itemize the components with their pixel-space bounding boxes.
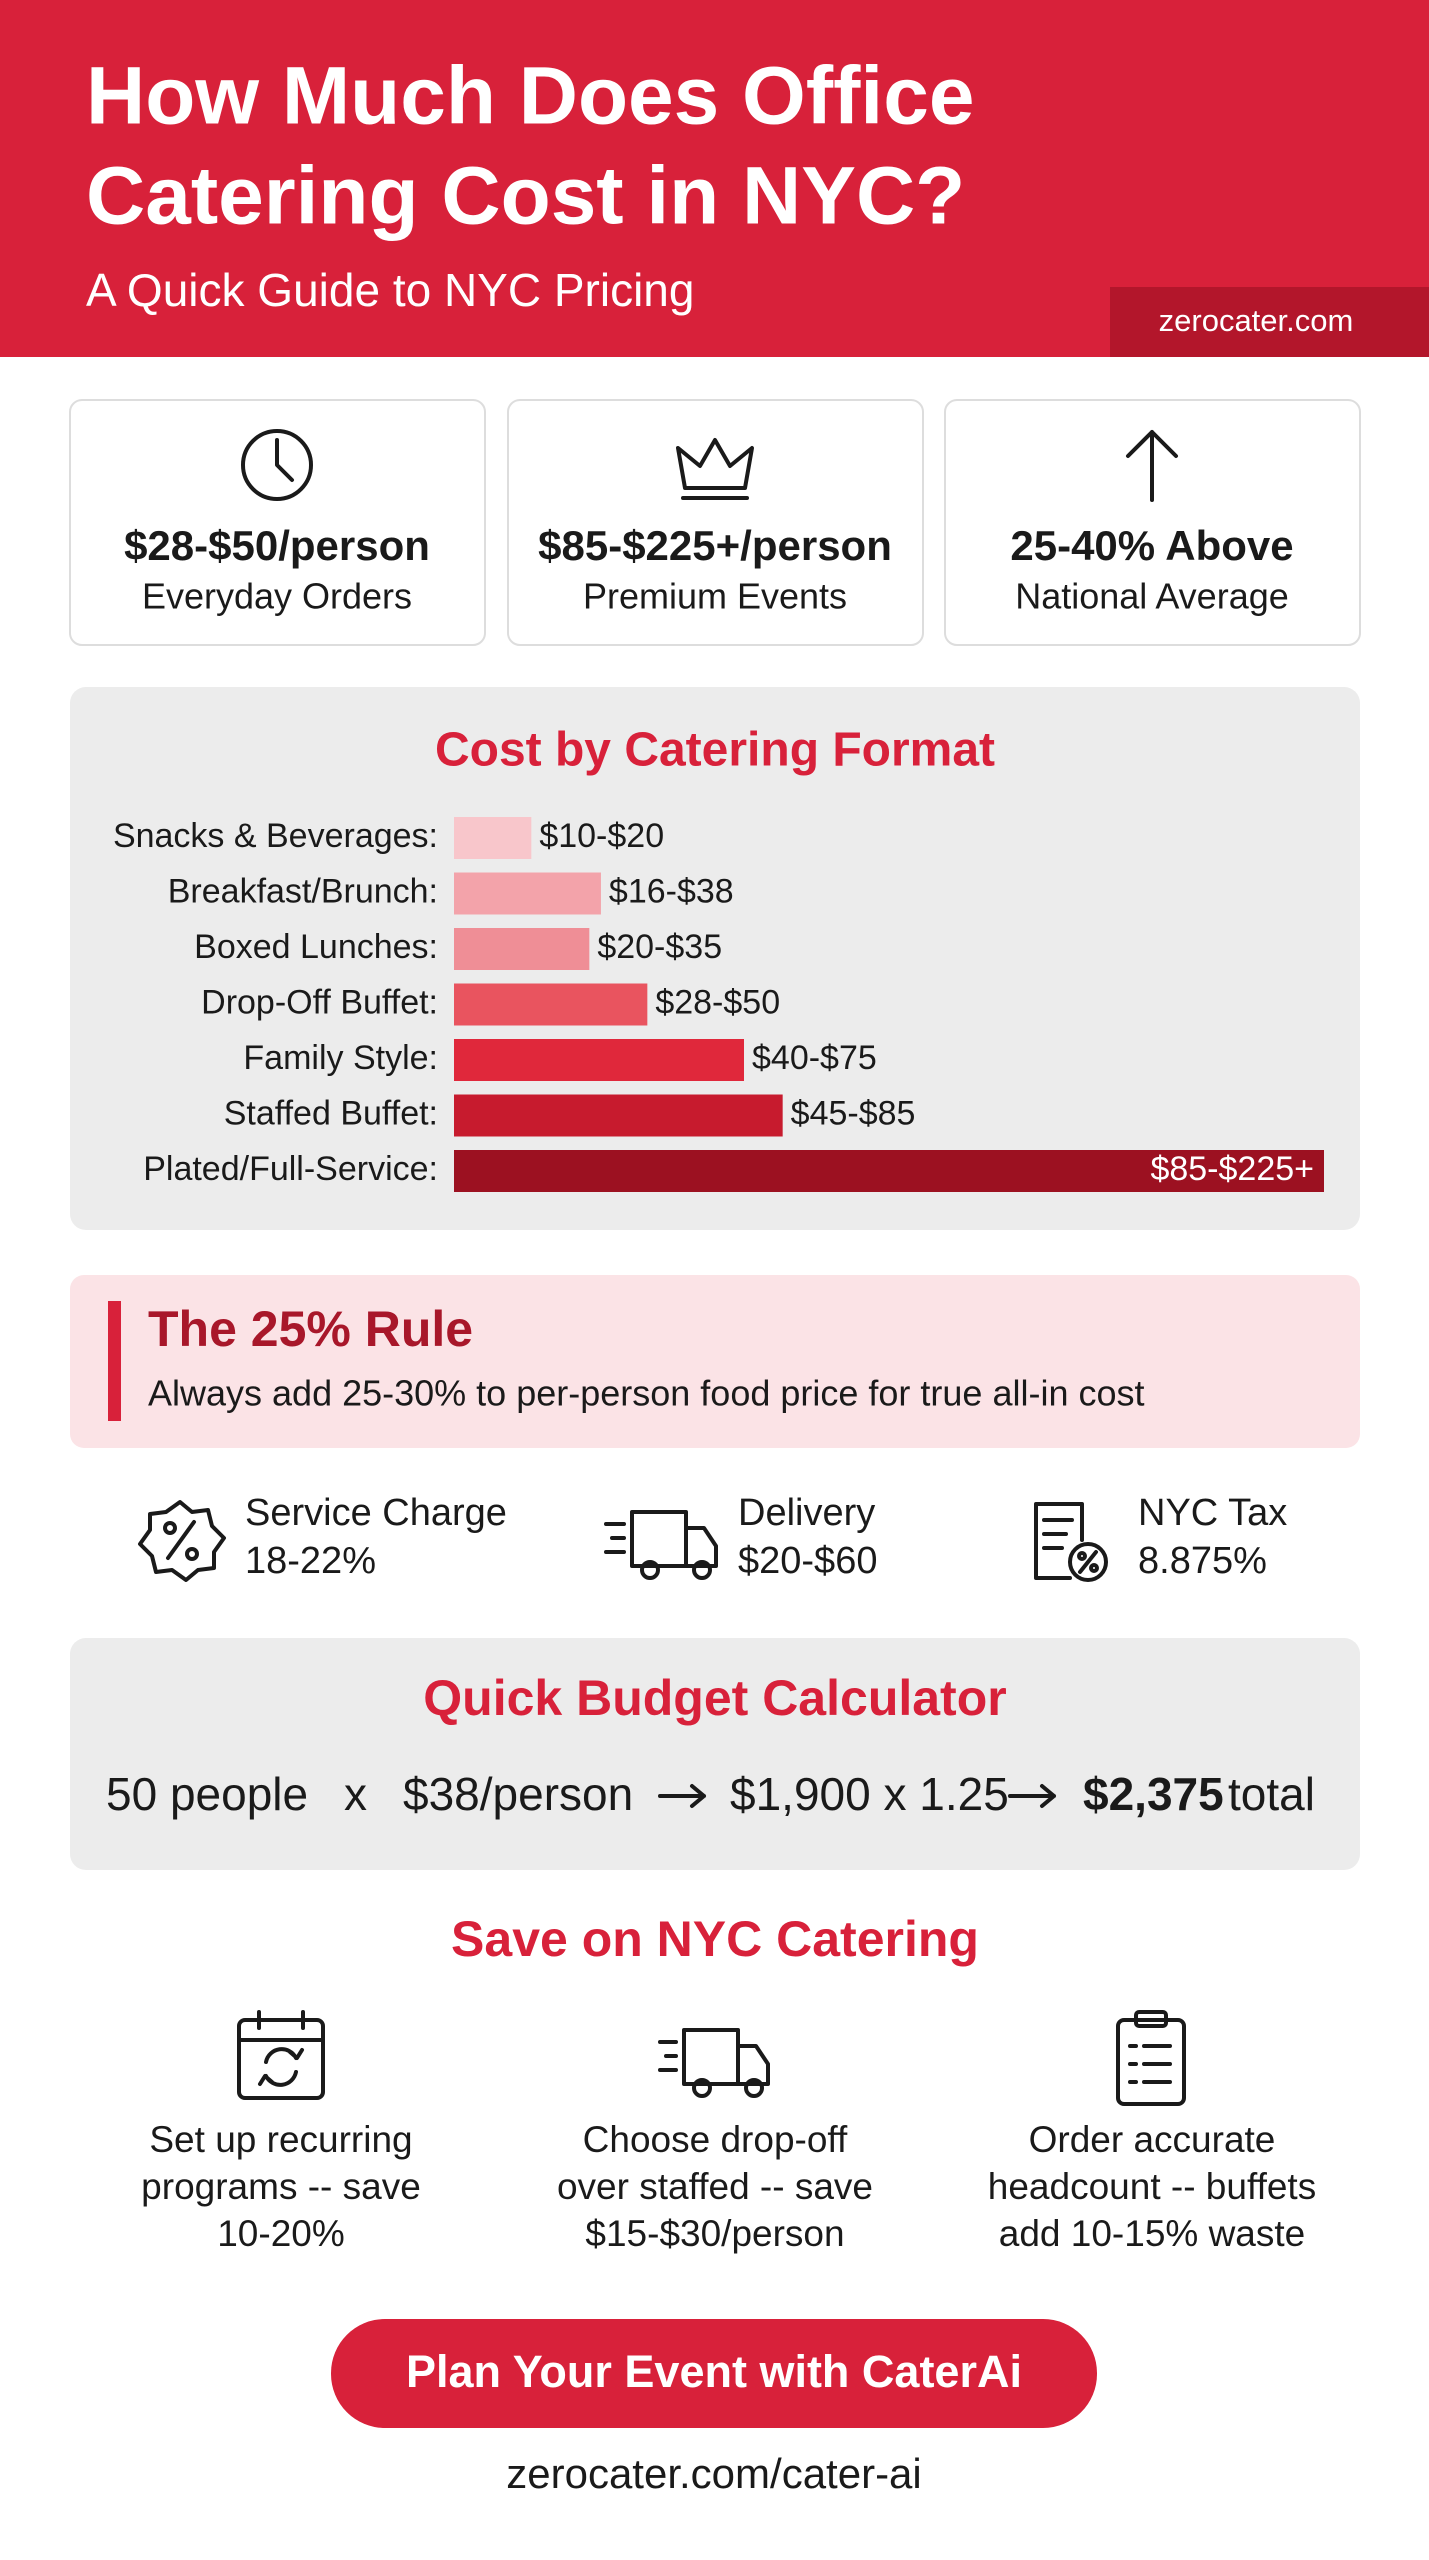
category-label: Staffed Buffet: (224, 1094, 438, 1132)
calculator-part: $2,375 (1083, 1768, 1224, 1820)
tip-line: $15-$30/person (585, 2213, 844, 2254)
category-label: Boxed Lunches: (194, 928, 438, 966)
bar (454, 1039, 744, 1081)
bar (454, 1150, 1324, 1192)
value-label: $45-$85 (791, 1094, 916, 1132)
tip-line: Order accurate (1029, 2119, 1276, 2160)
arrow-up-icon (1126, 430, 1178, 502)
stat-card (944, 399, 1361, 646)
bar (454, 872, 601, 915)
value-label: $85-$225+ (1150, 1150, 1314, 1188)
tip-line: programs -- save (141, 2166, 421, 2207)
site-tag (1110, 287, 1429, 357)
category-label: Snacks & Beverages: (113, 817, 438, 855)
category-label: Drop-Off Buffet: (201, 983, 438, 1021)
value-label: $10-$20 (539, 817, 664, 855)
clock-icon (241, 429, 313, 501)
rule-text: Always add 25-30% to per-person food pri… (148, 1373, 1145, 1414)
calculator-part: 50 people (106, 1768, 308, 1820)
subtitle: A Quick Guide to NYC Pricing (86, 264, 694, 316)
chart-panel (70, 687, 1360, 1230)
cta-url: zerocater.com/cater-ai (506, 2450, 922, 2497)
stat-label: Premium Events (583, 576, 847, 617)
clipboard-icon (1116, 2010, 1186, 2106)
bar (454, 1094, 783, 1137)
title-line: Catering Cost in NYC? (86, 151, 965, 242)
bar (454, 983, 648, 1026)
calculator-part: x (344, 1768, 367, 1820)
bar (454, 817, 532, 859)
title-line: How Much Does Office (86, 51, 974, 142)
value-label: $20-$35 (597, 928, 722, 966)
value-label: $16-$38 (609, 872, 734, 910)
tip-line: headcount -- buffets (988, 2166, 1316, 2207)
fee-value: $20-$60 (738, 1540, 877, 1582)
fee-value: 8.875% (1138, 1540, 1267, 1582)
savings-title: Save on NYC Catering (451, 1911, 979, 1967)
cta-button[interactable] (331, 2319, 1097, 2428)
category-label: Breakfast/Brunch: (168, 872, 438, 910)
tax-document-icon (1034, 1502, 1108, 1582)
fee-name: NYC Tax (1138, 1492, 1287, 1534)
value-label: $40-$75 (752, 1039, 877, 1077)
calendar-icon (237, 2010, 325, 2100)
fee-name: Service Charge (245, 1492, 507, 1534)
truck-icon (604, 1510, 718, 1580)
fee-name: Delivery (738, 1492, 875, 1534)
site-label: zerocater.com (1159, 303, 1354, 338)
bar (454, 928, 590, 970)
crown-icon (676, 438, 754, 500)
stat-label: National Average (1015, 576, 1289, 617)
tip-line: Set up recurring (149, 2119, 412, 2160)
stat-value: 25-40% Above (1010, 522, 1293, 569)
stat-card (507, 399, 924, 646)
rule-accent (108, 1301, 121, 1421)
category-label: Family Style: (243, 1039, 438, 1077)
stat-value: $85-$225+/person (538, 522, 892, 569)
calculator-part: $38/person (403, 1768, 633, 1820)
chart-title: Cost by Catering Format (435, 724, 995, 777)
rule-panel (70, 1275, 1360, 1448)
stat-label: Everyday Orders (142, 576, 412, 617)
tip-line: over staffed -- save (557, 2166, 873, 2207)
tip-line: 10-20% (217, 2213, 345, 2254)
fee-value: 18-22% (245, 1540, 376, 1582)
tip-line: Choose drop-off (583, 2119, 848, 2160)
calculator-part: $1,900 x 1.25 (730, 1768, 1009, 1820)
arrow-icon (658, 1784, 706, 1808)
stat-value: $28-$50/person (124, 522, 430, 569)
truck-icon (658, 2028, 770, 2098)
calculator-panel (70, 1638, 1360, 1870)
calculator-part: total (1228, 1768, 1315, 1820)
value-label: $28-$50 (655, 983, 780, 1021)
tip-line: add 10-15% waste (999, 2213, 1305, 2254)
rule-title: The 25% Rule (148, 1301, 473, 1357)
category-label: Plated/Full-Service: (143, 1150, 438, 1188)
calculator-title: Quick Budget Calculator (423, 1670, 1006, 1726)
percent-badge-icon (138, 1500, 226, 1582)
stat-card (69, 399, 486, 646)
arrow-icon (1008, 1784, 1056, 1808)
cta-label[interactable]: Plan Your Event with CaterAi (406, 2346, 1022, 2397)
